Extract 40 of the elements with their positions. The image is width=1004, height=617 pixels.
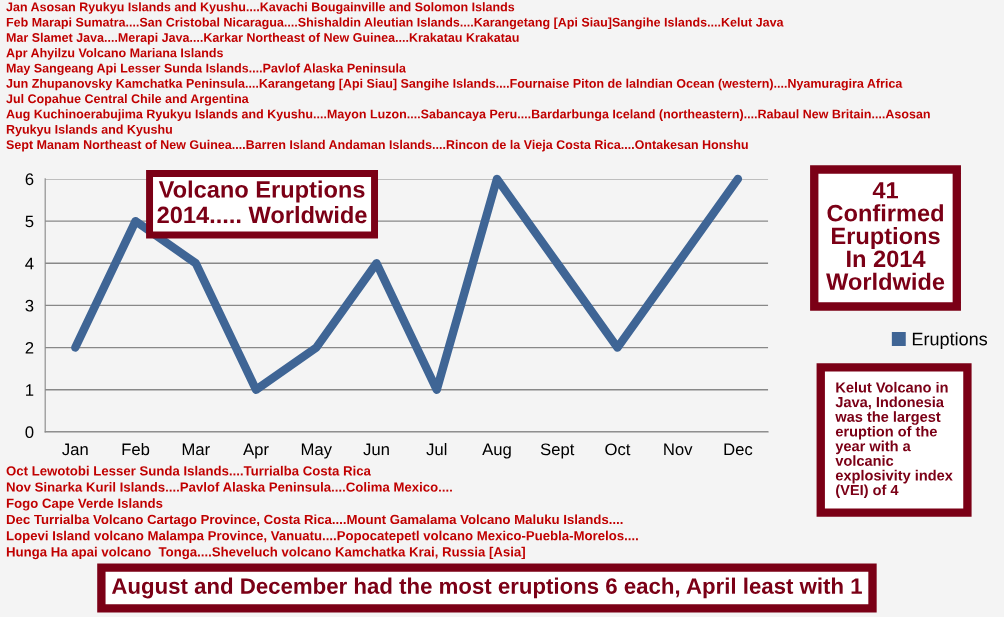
x-tick-label: Apr [243, 443, 269, 459]
x-tick-label: Nov [664, 443, 693, 456]
y-tick-label: 4 [25, 257, 34, 270]
text: Ryukyu Islands and Kyushu [6, 124, 172, 137]
text: August and December had the most eruptions 6 each, April least with 1 [111, 577, 862, 599]
text: Dec Turrialba Volcano Cartago Province, Costa Rica....Mount Gamalama Volcano Maluku Islands.... [6, 514, 623, 527]
y-tick-label: 5 [25, 215, 34, 228]
text: Aug Kuchinoerabujima Ryukyu Islands and Kyushu....Mayon Luzon....Sabancaya Peru....Bardarbunga Iceland (northeastern)....Rabaul New Britain....Asosan [6, 109, 930, 121]
text: Apr Ahyilzu Volcano Mariana Islands [6, 48, 223, 60]
text: 41 Confirmed Eruptions In 2014 Worldwide [826, 182, 945, 291]
x-tick-label: Jul [426, 443, 447, 456]
text: May Sangeang Api Lesser Sunda Islands....Pavlof Alaska Peninsula [6, 63, 406, 76]
y-tick-label: 6 [25, 173, 34, 186]
x-tick-label: Oct [605, 443, 631, 456]
text: Sept Manam Northeast of New Guinea....Barren Island Andaman Islands....Rincon de la Vieja Costa Rica....Ontakesan Honshu [6, 139, 748, 152]
text: Jan Asosan Ryukyu Islands and Kyushu....Kavachi Bougainville and Solomon Islands [6, 2, 515, 14]
text: Kelut Volcano in Java, Indonesia was the largest eruption of the year with a volcanic explosivity index (VEI) of 4 [835, 381, 953, 499]
text: Lopevi Island volcano Malampa Province, Vanuatu....Popocatepetl volcano Mexico-Puebla-Morelos.... [6, 530, 638, 543]
y-tick-label: 3 [25, 299, 34, 312]
y-tick-label: 0 [25, 426, 34, 439]
text: Jul Copahue Central Chile and Argentina [6, 93, 249, 106]
x-tick-label: Jan [62, 443, 88, 456]
text: Oct Lewotobi Lesser Sunda Islands....Turrialba Costa Rica [6, 465, 371, 476]
y-tick-label: 2 [25, 341, 34, 354]
chart-title: Volcano Eruptions 2014..... Worldwide [157, 180, 367, 224]
legend-label: Eruptions [912, 332, 988, 349]
x-tick-label: Sept [540, 443, 575, 459]
x-tick-label: Feb [122, 443, 150, 456]
y-tick-label: 1 [26, 384, 34, 396]
text: Mar Slamet Java....Merapi Java....Karkar Northeast of New Guinea....Krakatau Krakatau [6, 32, 519, 45]
x-tick-label: Aug [482, 443, 511, 459]
x-tick-label: Jun [363, 443, 389, 456]
text: Hunga Ha apai volcano Tonga....Sheveluch volcano Kamchatka Krai, Russia [Asia] [6, 546, 525, 560]
text: Feb Marapi Sumatra....San Cristobal Nicaragua....Shishaldin Aleutian Islands....Karangetang [Api Siau]Sangihe Islands....Kelut Java [6, 17, 784, 30]
text: Fogo Cape Verde Islands [6, 498, 163, 511]
x-tick-label: May [301, 443, 332, 459]
x-tick-label: Dec [724, 443, 753, 456]
text: Nov Sinarka Kuril Islands....Pavlof Alaska Peninsula....Colima Mexico.... [6, 482, 452, 492]
x-tick-label: Mar [182, 443, 210, 456]
text: Jun Zhupanovsky Kamchatka Peninsula....Karangetang [Api Siau] Sangihe Islands....Fournaise Piton de laIndian Ocean (western)....Nyamuragira Africa [6, 78, 903, 91]
